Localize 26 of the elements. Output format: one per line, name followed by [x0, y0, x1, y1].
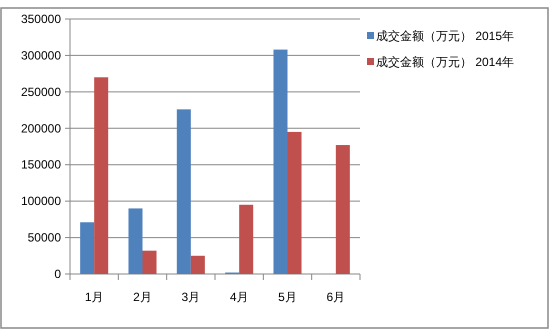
x-tick-label: 1月: [84, 290, 104, 304]
y-tick-label: 300000: [20, 48, 62, 62]
y-tick-label: 0: [54, 267, 62, 281]
y-tick-label: 250000: [20, 84, 62, 99]
legend-label: 成交金额（万元） 2015年: [376, 29, 514, 43]
bar: [176, 109, 191, 274]
x-tick-label: 2月: [133, 290, 152, 304]
bar: [128, 208, 142, 274]
bar: [94, 77, 108, 274]
y-tick-label: 150000: [20, 158, 62, 172]
x-tick-label: 3月: [181, 290, 200, 304]
y-tick-label: 200000: [20, 121, 62, 136]
bar: [288, 132, 302, 274]
bar: [336, 145, 350, 274]
bar: [142, 250, 157, 274]
bar: [273, 50, 288, 274]
y-tick-label: 100000: [20, 194, 62, 208]
bar: [239, 204, 254, 274]
y-tick-label: 350000: [20, 12, 62, 26]
x-tick-label: 5月: [278, 290, 297, 304]
legend-label: 成交金额（万元） 2014年: [376, 55, 514, 69]
bar: [80, 222, 94, 274]
bar: [190, 256, 205, 274]
x-tick-label: 4月: [230, 290, 249, 304]
y-tick-label: 50000: [28, 230, 62, 245]
x-tick-label: 6月: [326, 290, 346, 304]
